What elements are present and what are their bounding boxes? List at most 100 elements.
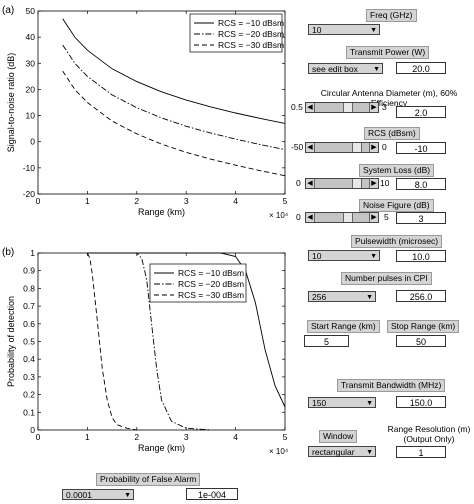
y-tick-label: 0.4 [23, 354, 35, 364]
x-exponent-label: × 10⁴ [269, 211, 289, 220]
pd-plot: (b) 0 1 2 3 4 5 0 0.1 0.2 0.3 0.4 0.5 0.6 0.7 0.8 0.9 1 Ra… [0, 236, 300, 472]
panel-label: (a) [2, 5, 14, 16]
system-loss-field[interactable]: 8.0 [396, 178, 446, 190]
start-range-field[interactable]: 5 [304, 335, 349, 347]
transmit-power-field[interactable]: 20.0 [396, 62, 446, 74]
system-loss-slider[interactable]: ◀ ▶ [305, 178, 379, 189]
slider-right-arrow-icon[interactable]: ▶ [369, 143, 378, 152]
noise-figure-field[interactable]: 3 [396, 212, 446, 224]
y-tick-label: -10 [23, 163, 36, 173]
series-line-2 [62, 44, 286, 151]
transmit-power-label: Transmit Power (W) [346, 46, 430, 59]
x-tick-label: 1 [85, 432, 90, 442]
antenna-field[interactable]: 2.0 [396, 106, 446, 118]
y-tick-label: 0.5 [23, 337, 35, 347]
rcs-field[interactable]: -10 [396, 142, 446, 154]
x-tick-label: 5 [283, 196, 288, 206]
num-pulses-label: Number pulses in CPI [341, 272, 432, 285]
chevron-down-icon: ▼ [373, 66, 380, 73]
noise-figure-slider[interactable]: ◀ ▶ [305, 212, 379, 223]
antenna-slider[interactable]: ◀ ▶ [305, 102, 379, 113]
bandwidth-popup-value: 150 [312, 398, 327, 408]
y-tick-label: 0.8 [23, 283, 35, 293]
rcs-min: -50 [291, 142, 304, 152]
series-line-1 [62, 18, 286, 124]
x-tick-label: 5 [283, 432, 288, 442]
legend [189, 13, 283, 53]
x-tick-label: 2 [134, 196, 139, 206]
pfa-popup[interactable]: 0.0001 ▼ [62, 489, 134, 500]
legend-entry: RCS = −20 dBsm [218, 29, 284, 39]
pulsewidth-label: Pulsewidth (microsec) [351, 235, 443, 248]
stop-range-field[interactable]: 50 [396, 335, 446, 347]
slider-right-arrow-icon[interactable]: ▶ [369, 179, 378, 188]
pfa-field[interactable]: 1e-004 [186, 488, 238, 500]
x-tick-label: 4 [233, 196, 238, 206]
y-tick-label: 0.7 [23, 301, 35, 311]
legend-entry: RCS = −10 dBsm [218, 18, 284, 28]
x-tick-label: 2 [134, 432, 139, 442]
series-line-3 [86, 252, 137, 431]
slider-left-arrow-icon[interactable]: ◀ [306, 143, 315, 152]
range-res-label: Range Resolution (m) (Output Only) [387, 424, 471, 444]
num-pulses-field[interactable]: 256.0 [396, 290, 446, 302]
slider-left-arrow-icon[interactable]: ◀ [306, 103, 315, 112]
pfa-popup-value: 0.0001 [66, 490, 92, 500]
freq-popup[interactable]: 10 ▼ [308, 24, 380, 35]
series-line-2 [87, 252, 211, 431]
legend [149, 263, 247, 303]
system-loss-min: 0 [296, 178, 301, 188]
x-tick-label: 0 [36, 196, 41, 206]
snr-plot: (a) 0 1 2 3 4 5 -20 -10 0 10 20 30 40 50 Range (km) × 10… [0, 0, 300, 235]
window-label: Window [319, 430, 358, 443]
slider-left-arrow-icon[interactable]: ◀ [306, 179, 315, 188]
slider-thumb[interactable] [352, 143, 363, 152]
pulsewidth-field[interactable]: 10.0 [396, 250, 446, 262]
pfa-label: Probability of False Alarm [96, 473, 201, 486]
chevron-down-icon: ▼ [370, 253, 377, 260]
chevron-down-icon: ▼ [124, 492, 131, 499]
x-tick-label: 0 [36, 432, 41, 442]
slider-left-arrow-icon[interactable]: ◀ [306, 213, 315, 222]
start-range-label: Start Range (km) [307, 320, 380, 333]
panel-label: (b) [2, 247, 14, 258]
y-tick-label: 0.1 [23, 407, 35, 417]
antenna-label: Circular Antenna Diameter (m), 60% Effic… [320, 88, 458, 108]
chevron-down-icon: ▼ [370, 27, 377, 34]
system-loss-label: System Loss (dB) [359, 164, 435, 177]
legend-entry: RCS = −30 dBsm [178, 290, 244, 300]
y-tick-label: 1 [30, 248, 35, 258]
antenna-min: 0.5 [291, 102, 303, 112]
x-tick-label: 4 [233, 432, 238, 442]
pulsewidth-popup[interactable]: 10 ▼ [308, 250, 380, 261]
rcs-slider[interactable]: ◀ ▶ [305, 142, 379, 153]
system-loss-max: 10 [380, 178, 390, 188]
num-pulses-popup[interactable]: 256 ▼ [308, 291, 376, 302]
y-tick-label: 20 [26, 84, 36, 94]
y-tick-label: 0 [30, 137, 35, 147]
y-tick-label: 40 [26, 32, 36, 42]
y-tick-label: 0 [30, 425, 35, 435]
y-tick-label: 10 [26, 111, 36, 121]
bandwidth-popup[interactable]: 150 ▼ [308, 397, 376, 408]
slider-right-arrow-icon[interactable]: ▶ [369, 213, 378, 222]
legend-entry: RCS = −20 dBsm [178, 279, 244, 289]
stop-range-label: Stop Range (km) [387, 320, 460, 333]
slider-thumb[interactable] [342, 103, 353, 112]
x-axis-label: Range (km) [138, 207, 185, 217]
bandwidth-field[interactable]: 150.0 [396, 396, 446, 408]
y-tick-label: 0.2 [23, 390, 35, 400]
transmit-power-popup[interactable]: see edit box ▼ [308, 63, 383, 74]
legend-entry: RCS = −30 dBsm [218, 40, 284, 50]
y-tick-label: 30 [26, 58, 36, 68]
window-popup[interactable]: rectangular ▼ [308, 446, 376, 457]
slider-thumb[interactable] [352, 179, 363, 188]
y-tick-label: 0.9 [23, 266, 35, 276]
y-axis-label: Signal-to-noise ratio (dB) [6, 53, 16, 153]
y-tick-label: 50 [26, 6, 36, 16]
transmit-power-popup-value: see edit box [312, 64, 358, 74]
chevron-down-icon: ▼ [366, 449, 373, 456]
slider-thumb[interactable] [342, 213, 353, 222]
rcs-max: 0 [382, 142, 387, 152]
slider-right-arrow-icon[interactable]: ▶ [369, 103, 378, 112]
